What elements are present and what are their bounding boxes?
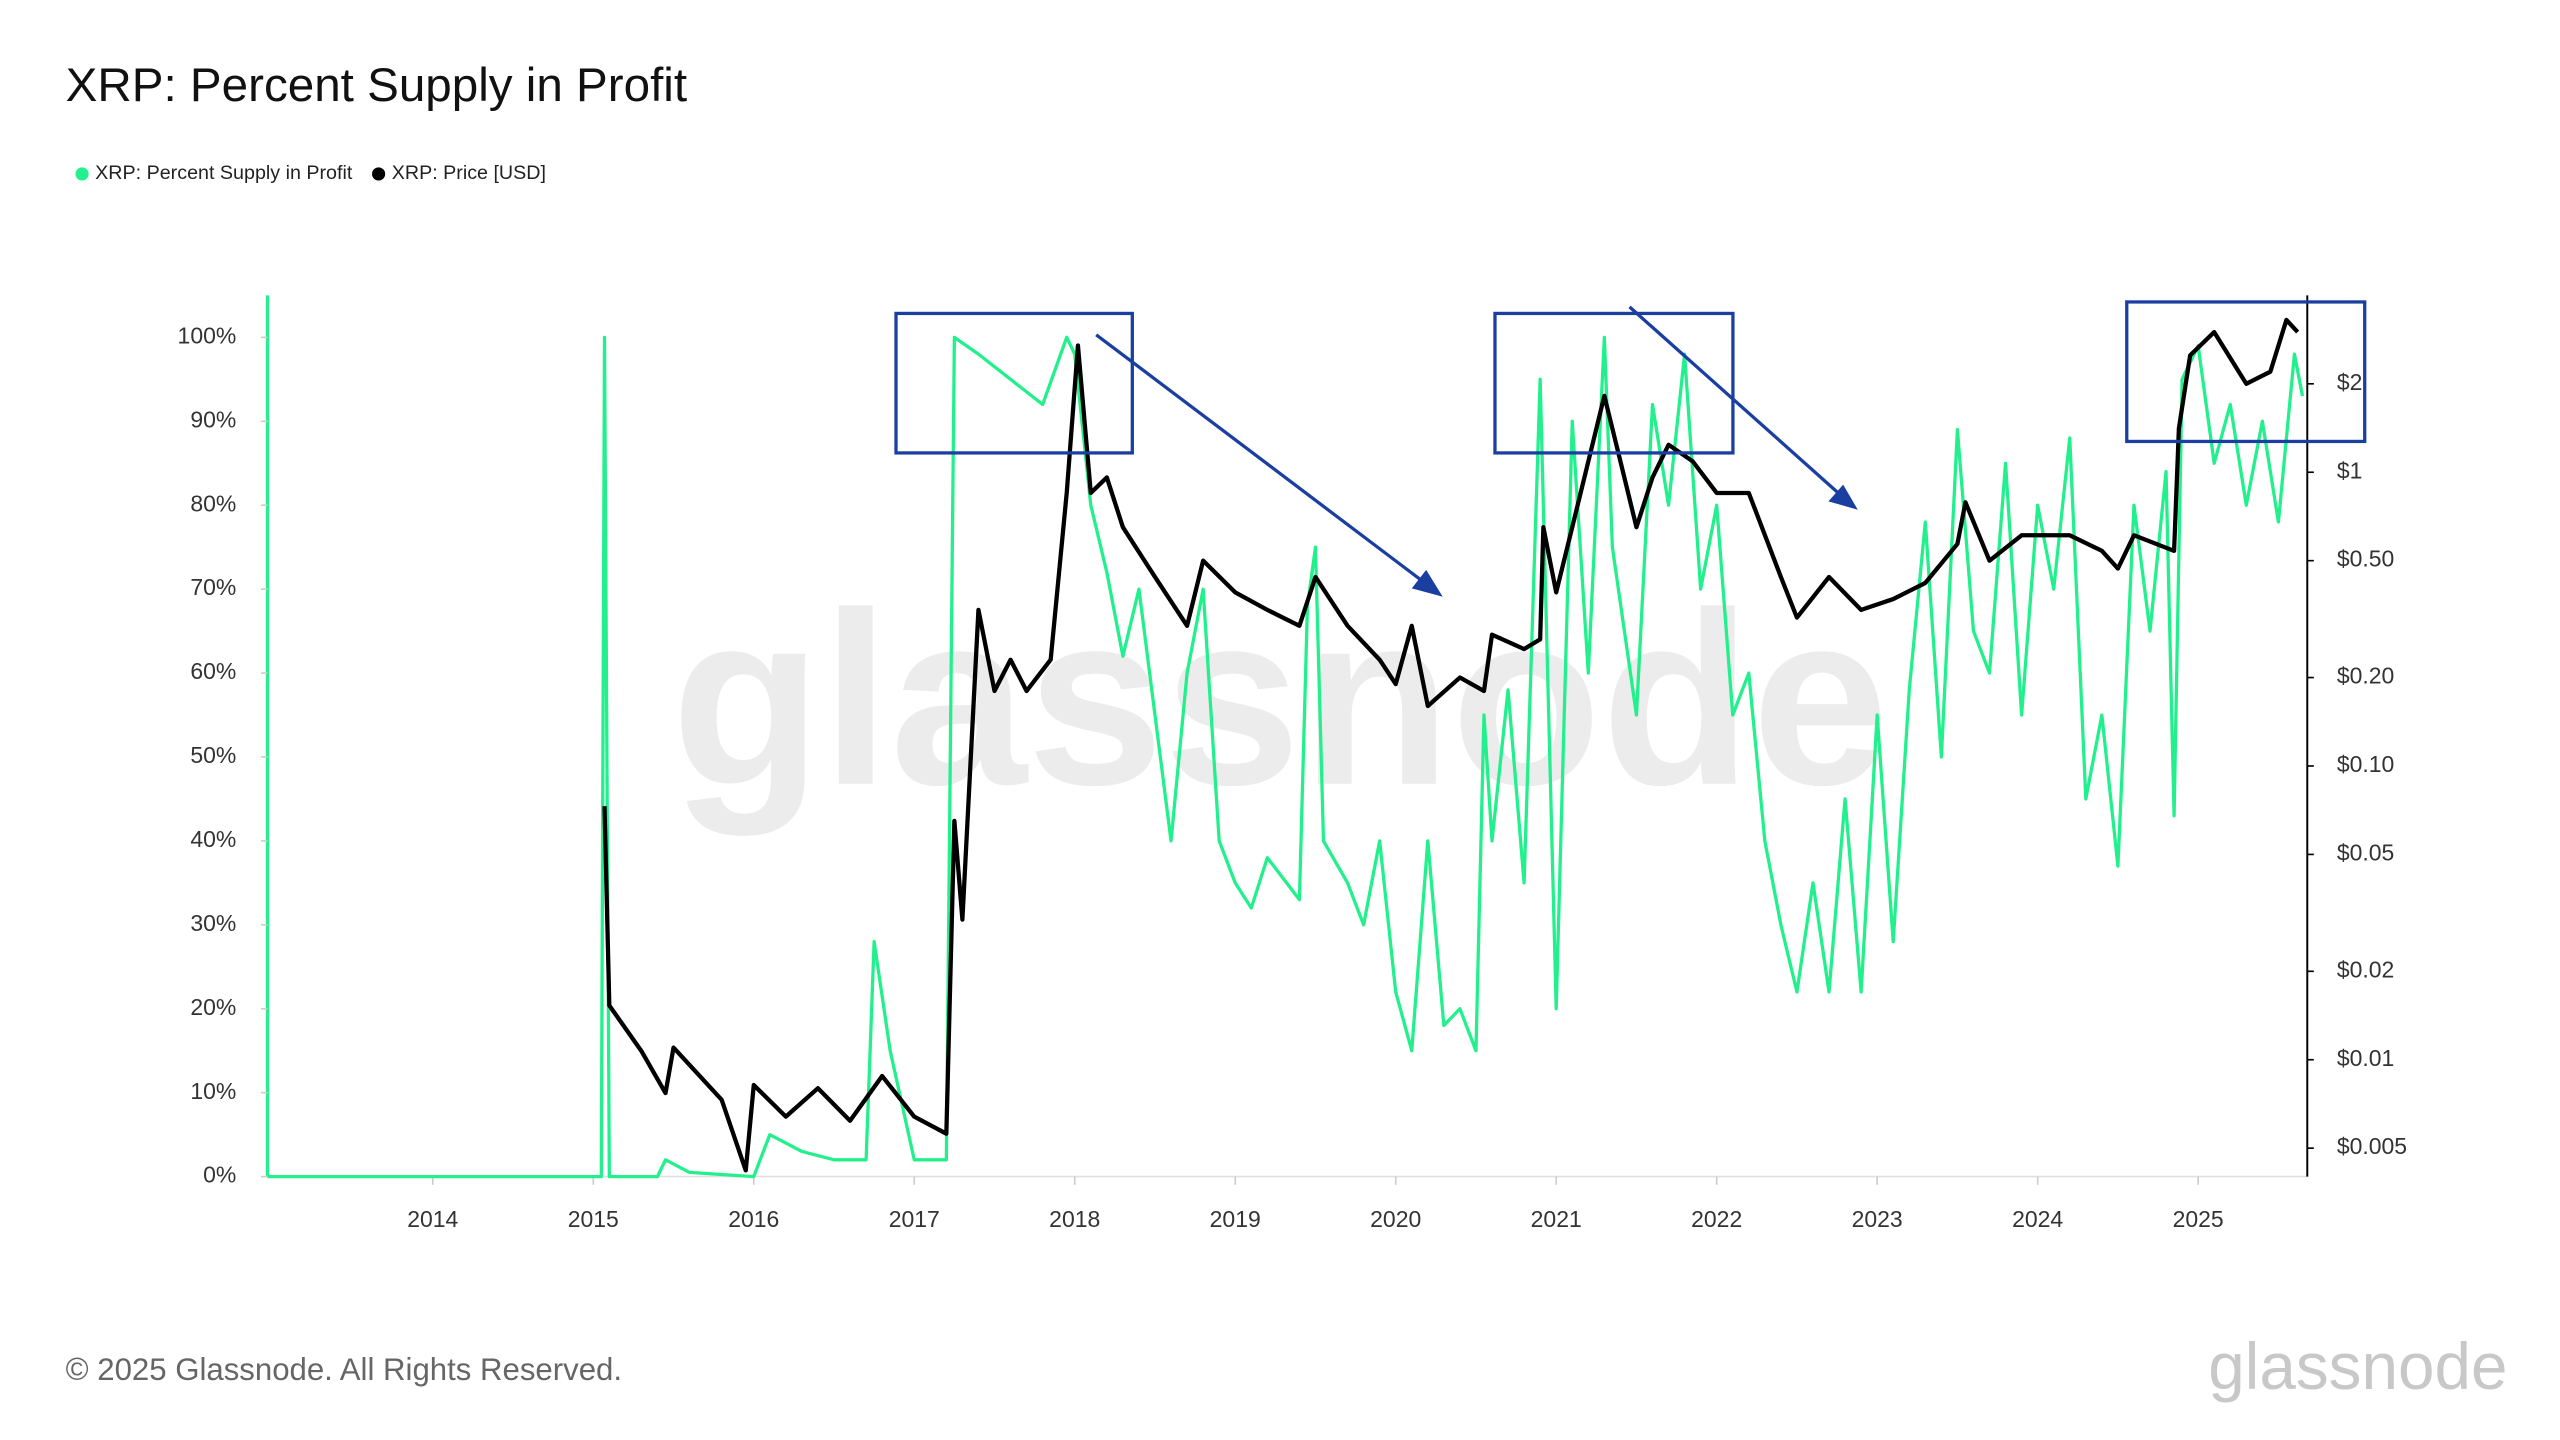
- logo: glassnode: [2208, 1330, 2507, 1403]
- y-tick-label: 40%: [190, 826, 236, 852]
- y2-tick-label: $2: [2337, 369, 2363, 395]
- annotations: [894, 300, 2367, 597]
- x-tick-label: 2015: [568, 1206, 619, 1232]
- y-tick-label: 70%: [190, 574, 236, 600]
- x-tick-label: 2017: [889, 1206, 940, 1232]
- legend: XRP: Percent Supply in Profit XRP: Price …: [75, 162, 546, 184]
- y2-tick-label: $1: [2337, 457, 2363, 483]
- series-line: [602, 317, 2300, 1173]
- x-tick-label: 2018: [1049, 1206, 1100, 1232]
- y-tick-label: 80%: [190, 490, 236, 516]
- x-tick-label: 2024: [2012, 1206, 2063, 1232]
- y-tick-label: 0%: [203, 1162, 236, 1188]
- legend-marker: [372, 167, 386, 181]
- y2-tick-label: $0.10: [2337, 751, 2394, 777]
- arrow-head: [1411, 569, 1443, 597]
- highlight-box: [1493, 311, 1735, 455]
- x-tick-label: 2016: [728, 1206, 779, 1232]
- y-tick-label: 30%: [190, 910, 236, 936]
- legend-label: XRP: Percent Supply in Profit: [95, 162, 353, 184]
- y2-tick-label: $0.05: [2337, 839, 2394, 865]
- arrow: [1628, 305, 1843, 497]
- y-tick-label: 60%: [190, 658, 236, 684]
- y-tick-label: 100%: [178, 322, 237, 348]
- x-tick-label: 2019: [1210, 1206, 1261, 1232]
- y2-tick-label: $0.01: [2337, 1045, 2394, 1071]
- y-tick-label: 10%: [190, 1078, 236, 1104]
- x-tick-label: 2021: [1531, 1206, 1582, 1232]
- watermark: glassnode: [671, 562, 1888, 837]
- plot-area: 2014 2015 2016 2017 2018 2019 2020 2021 2022 2023…: [178, 295, 2407, 1232]
- x-tick-label: 2022: [1691, 1206, 1742, 1232]
- highlight-box: [2125, 300, 2367, 444]
- x-tick-label: 2025: [2173, 1206, 2224, 1232]
- y2-tick-label: $0.02: [2337, 956, 2394, 982]
- y-tick-label: 20%: [190, 994, 236, 1020]
- y2-tick-label: $0.50: [2337, 546, 2394, 572]
- x-tick-label: 2014: [407, 1206, 458, 1232]
- chart-title: XRP: Percent Supply in Profit: [66, 59, 687, 112]
- y2-tick-label: $0.005: [2337, 1133, 2407, 1159]
- arrow-head: [1828, 484, 1858, 510]
- y-tick-label: 50%: [190, 742, 236, 768]
- legend-label: XRP: Price [USD]: [392, 162, 546, 184]
- legend-marker: [75, 167, 89, 181]
- y2-tick-label: $0.20: [2337, 663, 2394, 689]
- y-tick-label: 90%: [190, 406, 236, 432]
- series-line: [267, 335, 2305, 1179]
- footer: © 2025 Glassnode. All Rights Reserved.: [66, 1352, 622, 1387]
- arrow: [1095, 333, 1426, 584]
- x-tick-label: 2020: [1370, 1206, 1421, 1232]
- x-tick-label: 2023: [1852, 1206, 1903, 1232]
- highlight-box: [894, 311, 1134, 455]
